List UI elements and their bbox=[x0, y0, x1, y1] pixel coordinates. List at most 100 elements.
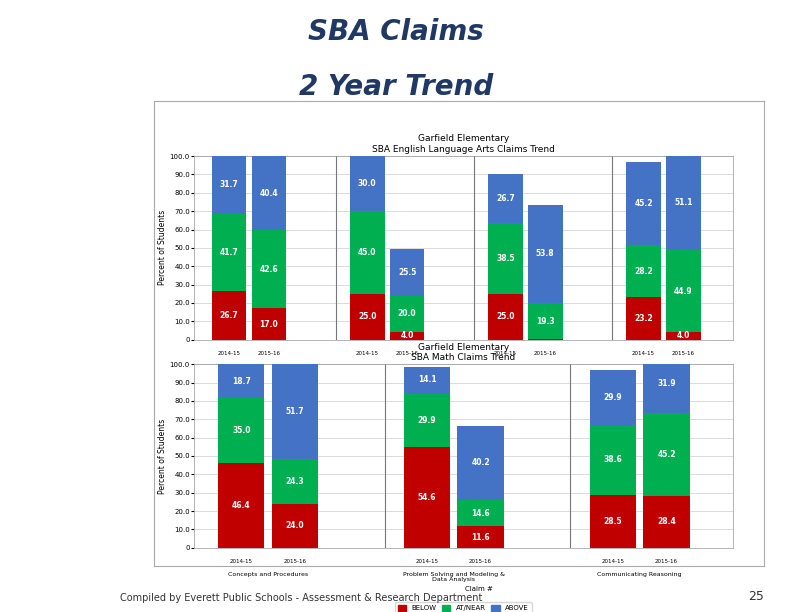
Bar bbox=[528, 204, 562, 304]
Text: 2015-16: 2015-16 bbox=[257, 351, 280, 356]
Text: 20.0: 20.0 bbox=[398, 310, 417, 318]
Text: Concepts and Procedures: Concepts and Procedures bbox=[228, 572, 308, 577]
Text: 42.6: 42.6 bbox=[260, 265, 278, 274]
Text: 2014-15: 2014-15 bbox=[356, 351, 379, 356]
Bar bbox=[666, 250, 701, 332]
Bar bbox=[626, 245, 661, 297]
Bar bbox=[404, 367, 451, 393]
Text: 2014-15: 2014-15 bbox=[494, 351, 517, 356]
Bar bbox=[218, 463, 265, 548]
Text: 28.5: 28.5 bbox=[604, 517, 623, 526]
Text: Compiled by Everett Public Schools - Assessment & Research Department: Compiled by Everett Public Schools - Ass… bbox=[120, 593, 482, 603]
Text: 17.0: 17.0 bbox=[260, 319, 278, 329]
Text: 2014-15: 2014-15 bbox=[218, 351, 241, 356]
Text: Communicating Reasoning: Communicating Reasoning bbox=[597, 572, 682, 577]
Text: 23.2: 23.2 bbox=[634, 314, 653, 323]
Bar bbox=[488, 174, 523, 223]
Text: 46.4: 46.4 bbox=[232, 501, 250, 510]
Bar bbox=[218, 364, 265, 398]
Text: 28.4: 28.4 bbox=[657, 517, 676, 526]
Text: 2 Year Trend: 2 Year Trend bbox=[299, 73, 493, 102]
Text: 40.4: 40.4 bbox=[260, 188, 278, 198]
Bar bbox=[404, 393, 451, 447]
Bar bbox=[458, 426, 504, 499]
Bar bbox=[390, 332, 425, 340]
Bar bbox=[212, 291, 246, 340]
Title: Garfield Elementary
SBA Math Claims Trend: Garfield Elementary SBA Math Claims Tren… bbox=[411, 343, 516, 362]
Bar bbox=[643, 354, 690, 412]
Bar bbox=[528, 338, 562, 340]
Bar bbox=[666, 332, 701, 340]
Text: 24.3: 24.3 bbox=[285, 477, 304, 486]
Text: 25.5: 25.5 bbox=[398, 267, 417, 277]
Text: 45.2: 45.2 bbox=[657, 450, 676, 458]
Bar bbox=[626, 162, 661, 245]
Text: 45.0: 45.0 bbox=[358, 248, 376, 257]
Bar bbox=[252, 156, 286, 230]
Text: 2015-16: 2015-16 bbox=[396, 351, 419, 356]
Bar bbox=[488, 223, 523, 294]
Text: 45.2: 45.2 bbox=[634, 200, 653, 208]
Text: 14.6: 14.6 bbox=[471, 509, 490, 518]
Legend: BELOW, AT/NEAR, ABOVE: BELOW, AT/NEAR, ABOVE bbox=[394, 602, 532, 612]
Text: 29.9: 29.9 bbox=[418, 416, 436, 425]
Bar bbox=[626, 297, 661, 340]
Y-axis label: Percent of Students: Percent of Students bbox=[158, 419, 167, 493]
Text: 2015-16: 2015-16 bbox=[284, 559, 307, 564]
Text: 35.0: 35.0 bbox=[232, 426, 250, 435]
Text: 51.7: 51.7 bbox=[285, 407, 304, 416]
Bar bbox=[272, 504, 318, 548]
Bar bbox=[590, 496, 636, 548]
Bar bbox=[643, 412, 690, 496]
Text: 44.9: 44.9 bbox=[674, 286, 693, 296]
Text: 19.3: 19.3 bbox=[536, 316, 554, 326]
Bar bbox=[272, 364, 318, 459]
Text: 41.7: 41.7 bbox=[220, 248, 238, 257]
Text: 25: 25 bbox=[748, 590, 764, 603]
Bar bbox=[252, 308, 286, 340]
Text: 30.0: 30.0 bbox=[358, 179, 377, 188]
Text: 4.0: 4.0 bbox=[676, 332, 690, 340]
Text: 26.7: 26.7 bbox=[220, 311, 238, 319]
Text: Claim #: Claim # bbox=[465, 586, 493, 592]
Bar bbox=[252, 230, 286, 308]
Text: 26.7: 26.7 bbox=[496, 194, 515, 203]
Text: SBA Claims: SBA Claims bbox=[308, 18, 484, 47]
Text: 38.5: 38.5 bbox=[496, 254, 515, 263]
Text: 25.0: 25.0 bbox=[497, 312, 515, 321]
Text: 2014-15: 2014-15 bbox=[230, 559, 253, 564]
Text: 2014-15: 2014-15 bbox=[632, 351, 655, 356]
Text: 24.0: 24.0 bbox=[285, 521, 304, 530]
Text: Research/Inquiry: Research/Inquiry bbox=[637, 364, 690, 368]
Bar bbox=[488, 294, 523, 340]
Text: Listening and Speaking: Listening and Speaking bbox=[350, 364, 424, 368]
Text: 2014-15: 2014-15 bbox=[601, 559, 624, 564]
Text: 28.2: 28.2 bbox=[634, 267, 653, 275]
Bar bbox=[350, 211, 385, 294]
Text: 11.6: 11.6 bbox=[471, 532, 490, 542]
Text: 53.8: 53.8 bbox=[536, 250, 554, 258]
Text: 31.7: 31.7 bbox=[220, 181, 238, 190]
Text: Writing: Writing bbox=[514, 364, 537, 368]
Bar bbox=[350, 294, 385, 340]
Bar bbox=[390, 248, 425, 296]
Bar bbox=[666, 156, 701, 250]
Text: 2015-16: 2015-16 bbox=[672, 351, 695, 356]
Text: 31.9: 31.9 bbox=[657, 379, 676, 388]
Text: Data Source: OSPI, Spring P-14, 16: Data Source: OSPI, Spring P-14, 16 bbox=[194, 417, 290, 422]
Title: Garfield Elementary
SBA English Language Arts Claims Trend: Garfield Elementary SBA English Language… bbox=[372, 135, 554, 154]
Text: 4.0: 4.0 bbox=[401, 332, 413, 340]
Text: 2014-15: 2014-15 bbox=[416, 559, 439, 564]
Bar bbox=[212, 214, 246, 291]
Text: Reading: Reading bbox=[236, 364, 262, 368]
Bar bbox=[590, 425, 636, 496]
Text: 29.9: 29.9 bbox=[604, 392, 623, 401]
Text: 14.1: 14.1 bbox=[418, 375, 436, 384]
Bar bbox=[350, 156, 385, 211]
Text: Claim #: Claim # bbox=[461, 378, 489, 384]
Bar bbox=[404, 447, 451, 548]
Text: Problem Solving and Modeling &
Data Analysis: Problem Solving and Modeling & Data Anal… bbox=[403, 572, 505, 583]
Bar bbox=[212, 156, 246, 214]
Text: 25.0: 25.0 bbox=[358, 312, 376, 321]
Text: 51.1: 51.1 bbox=[674, 198, 693, 207]
